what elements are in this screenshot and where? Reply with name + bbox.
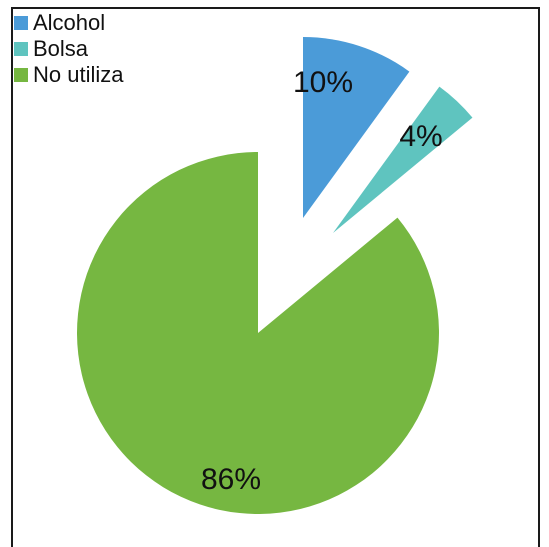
pie-slice-alcohol	[303, 37, 410, 218]
legend: Alcohol Bolsa No utiliza	[14, 10, 123, 88]
legend-label-bolsa: Bolsa	[33, 36, 89, 61]
legend-item-bolsa: Bolsa	[14, 36, 123, 62]
data-label-bolsa: 4%	[399, 120, 442, 153]
legend-item-alcohol: Alcohol	[14, 10, 123, 36]
pie-slice-bolsa	[333, 86, 473, 233]
legend-label-no-utiliza: No utiliza	[33, 62, 124, 87]
legend-swatch-alcohol	[14, 16, 28, 30]
data-label-alcohol: 10%	[293, 66, 353, 99]
data-label-no-utiliza: 86%	[201, 463, 261, 496]
pie-slice-no-utiliza	[77, 152, 440, 514]
legend-swatch-bolsa	[14, 42, 28, 56]
legend-swatch-no-utiliza	[14, 68, 28, 82]
legend-item-no-utiliza: No utiliza	[14, 62, 123, 88]
legend-label-alcohol: Alcohol	[33, 10, 106, 35]
